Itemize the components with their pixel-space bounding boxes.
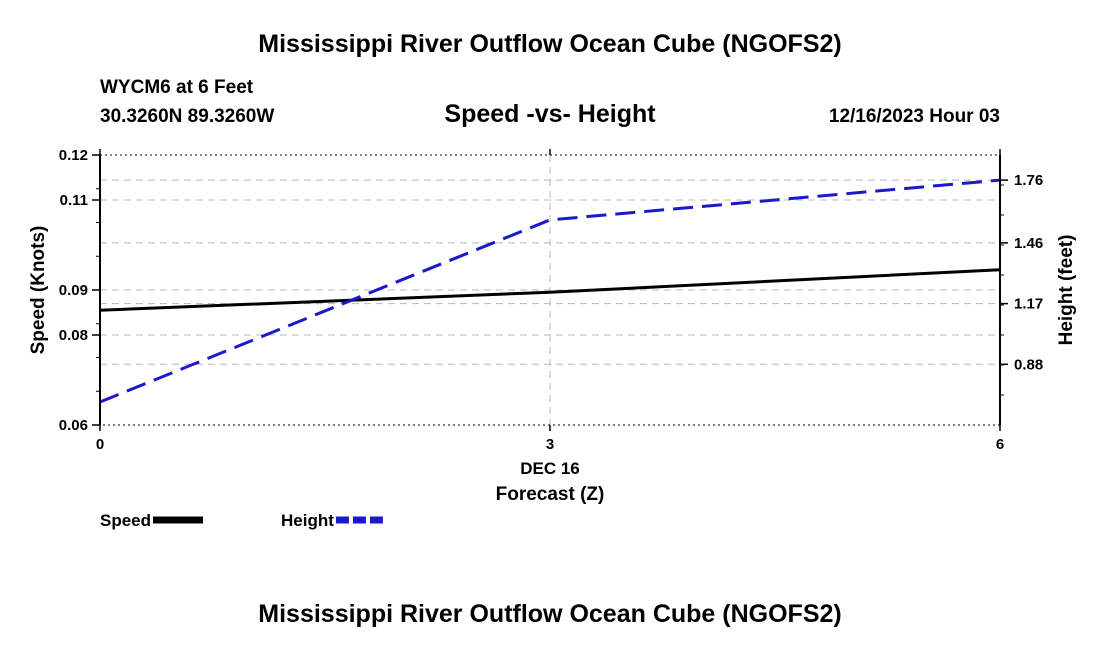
y-tick-label-right: 1.76	[1014, 172, 1043, 189]
y-tick-label-right: 0.88	[1014, 356, 1043, 373]
series-line-height	[99, 178, 1001, 404]
station-label: WYCM6 at 6 Feet	[100, 77, 254, 98]
x-tick-label: 6	[996, 436, 1004, 453]
y-tick-label-left: 0.11	[60, 192, 88, 209]
y-tick-label-left: 0.06	[59, 417, 88, 434]
y-tick-label-left: 0.09	[59, 282, 88, 299]
series-line-speed	[99, 268, 1001, 312]
series-lines	[99, 178, 1001, 404]
legend-label-speed: Speed	[100, 511, 151, 530]
forecast-datetime: 12/16/2023 Hour 03	[828, 106, 1000, 127]
legend: Speed Height	[100, 511, 386, 530]
y-tick-label-right: 1.17	[1014, 296, 1043, 313]
x-axis-label: Forecast (Z)	[496, 484, 605, 505]
x-axis-date-label: DEC 16	[520, 459, 580, 478]
footer-title: Mississippi River Outflow Ocean Cube (NG…	[258, 600, 842, 628]
x-tick-label: 0	[96, 436, 104, 453]
x-tick-label: 3	[546, 436, 554, 453]
chart-subtitle: Speed -vs- Height	[444, 100, 656, 128]
y-axis-right-label: Height (feet)	[1056, 235, 1077, 346]
y-tick-label-right: 1.46	[1014, 235, 1043, 252]
legend-label-height: Height	[281, 511, 334, 530]
y-tick-label-left: 0.08	[59, 327, 88, 344]
grid	[100, 155, 1000, 425]
chart-title: Mississippi River Outflow Ocean Cube (NG…	[258, 30, 842, 58]
tick-labels: 0.06 0.08 0.09 0.11 0.12 0.88 1.17 1.46 1.76 0 3 6	[59, 147, 1043, 453]
y-tick-label-left: 0.12	[59, 147, 88, 164]
coordinates-label: 30.3260N 89.3260W	[100, 106, 275, 127]
y-axis-left-label: Speed (Knots)	[28, 226, 49, 355]
